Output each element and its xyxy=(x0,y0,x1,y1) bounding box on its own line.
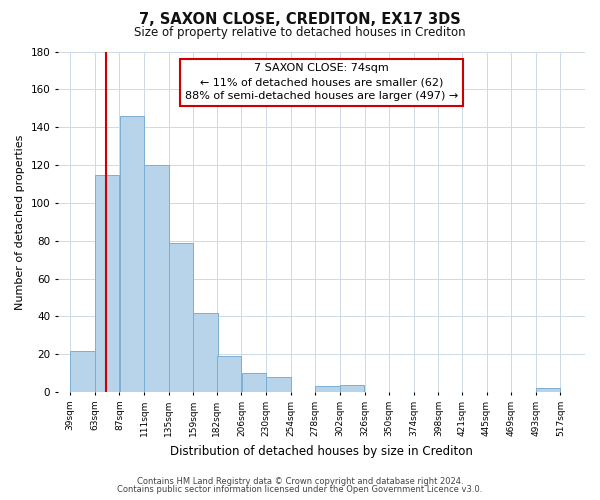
Y-axis label: Number of detached properties: Number of detached properties xyxy=(15,134,25,310)
Text: Contains HM Land Registry data © Crown copyright and database right 2024.: Contains HM Land Registry data © Crown c… xyxy=(137,477,463,486)
X-axis label: Distribution of detached houses by size in Crediton: Distribution of detached houses by size … xyxy=(170,444,473,458)
Bar xyxy=(70,350,95,392)
Bar xyxy=(536,388,560,392)
Bar xyxy=(340,384,364,392)
Bar xyxy=(193,312,218,392)
Bar xyxy=(217,356,241,392)
Text: 7, SAXON CLOSE, CREDITON, EX17 3DS: 7, SAXON CLOSE, CREDITON, EX17 3DS xyxy=(139,12,461,28)
Bar xyxy=(95,174,119,392)
Text: Size of property relative to detached houses in Crediton: Size of property relative to detached ho… xyxy=(134,26,466,39)
Text: 7 SAXON CLOSE: 74sqm
← 11% of detached houses are smaller (62)
88% of semi-detac: 7 SAXON CLOSE: 74sqm ← 11% of detached h… xyxy=(185,64,458,102)
Bar xyxy=(169,242,193,392)
Bar xyxy=(316,386,340,392)
Bar xyxy=(144,165,169,392)
Text: Contains public sector information licensed under the Open Government Licence v3: Contains public sector information licen… xyxy=(118,485,482,494)
Bar xyxy=(242,373,266,392)
Bar xyxy=(119,116,144,392)
Bar xyxy=(266,377,290,392)
